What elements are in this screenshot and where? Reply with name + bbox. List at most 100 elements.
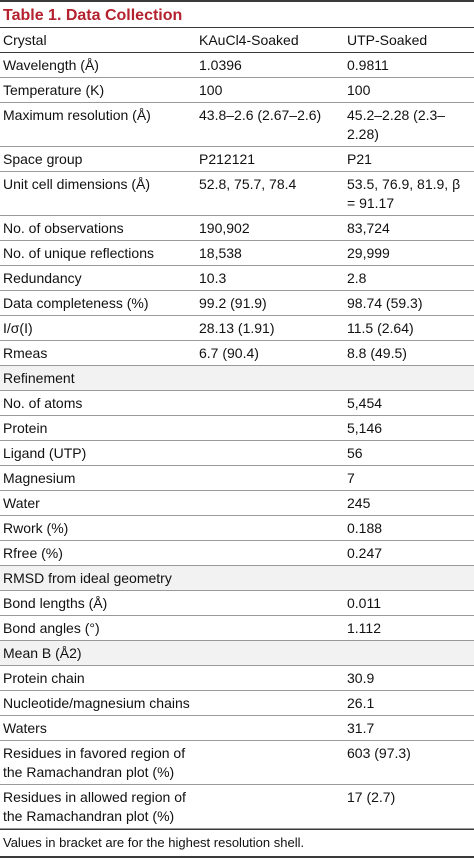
table-row: No. of observations 190,902 83,724 [0,215,474,241]
table-cell: 45.2–2.28 (2.3–2.28) [344,102,474,147]
table-cell: No. of observations [0,215,196,241]
table-cell: 0.011 [344,590,474,616]
table-row: Residues in allowed region of the Ramach… [0,784,474,829]
table-cell: 0.188 [344,515,474,541]
table-row: Protein 5,146 [0,415,474,441]
table-cell: 83,724 [344,215,474,241]
table-cell: 17 (2.7) [344,784,474,829]
table-cell: 56 [344,440,474,466]
table-cell: KAuCl4-Soaked [196,28,344,53]
table-cell: I/σ(I) [0,315,196,341]
section-heading-row: RMSD from ideal geometry [0,565,474,591]
table-cell [196,615,344,641]
table-title: Table 1. Data Collection [0,0,474,28]
table-cell: 11.5 (2.64) [344,315,474,341]
table-row: Bond angles (°) 1.112 [0,615,474,641]
table-cell: Mean B (Å2) [0,640,474,666]
table-row: Maximum resolution (Å) 43.8–2.6 (2.67–2.6… [0,102,474,147]
table-row: Bond lengths (Å) 0.011 [0,590,474,616]
table-cell: Nucleotide/magnesium chains [0,690,196,716]
table-cell [196,715,344,741]
table-cell [196,590,344,616]
table-row: I/σ(I) 28.13 (1.91) 11.5 (2.64) [0,315,474,341]
table-cell: No. of atoms [0,390,196,416]
table-cell: 10.3 [196,265,344,291]
table-cell [196,390,344,416]
table-cell [196,540,344,566]
section-heading-row: Refinement [0,365,474,391]
table-cell [196,665,344,691]
table-cell: Unit cell dimensions (Å) [0,171,196,216]
table-cell: 190,902 [196,215,344,241]
table-cell: 43.8–2.6 (2.67–2.6) [196,102,344,147]
table-cell [196,490,344,516]
table-cell [196,784,344,829]
table-cell: 99.2 (91.9) [196,290,344,316]
table-cell: Space group [0,146,196,172]
table-cell [196,515,344,541]
table-cell [196,690,344,716]
table-cell: 603 (97.3) [344,740,474,785]
table-row: Nucleotide/magnesium chains 26.1 [0,690,474,716]
table-cell: UTP-Soaked [344,28,474,53]
table-cell: 52.8, 75.7, 78.4 [196,171,344,216]
table-cell: Ligand (UTP) [0,440,196,466]
table-cell: 28.13 (1.91) [196,315,344,341]
table-cell: Protein chain [0,665,196,691]
table-cell: Wavelength (Å) [0,52,196,78]
table-cell: 31.7 [344,715,474,741]
table-row: Rfree (%) 0.247 [0,540,474,566]
table-cell: Maximum resolution (Å) [0,102,196,147]
table-row: Magnesium 7 [0,465,474,491]
table-cell: Refinement [0,365,474,391]
table-cell: 5,454 [344,390,474,416]
table-cell: 53.5, 76.9, 81.9, β = 91.17 [344,171,474,216]
table-row: No. of unique reflections 18,538 29,999 [0,240,474,266]
table-row: No. of atoms 5,454 [0,390,474,416]
table-cell: Redundancy [0,265,196,291]
table-cell: Crystal [0,28,196,53]
data-collection-table: Crystal KAuCl4-Soaked UTP-Soaked Wavelength… [0,28,474,829]
table-cell [196,415,344,441]
table-cell: Waters [0,715,196,741]
table-cell: RMSD from ideal geometry [0,565,474,591]
table-row: Redundancy 10.3 2.8 [0,265,474,291]
table-row: Waters 31.7 [0,715,474,741]
table-cell: Water [0,490,196,516]
table-cell: Rwork (%) [0,515,196,541]
table-cell: 0.9811 [344,52,474,78]
table-cell: Temperature (K) [0,77,196,103]
table-cell: 5,146 [344,415,474,441]
table-cell: 6.7 (90.4) [196,340,344,366]
table-cell [196,465,344,491]
table-cell: No. of unique reflections [0,240,196,266]
table-cell: 1.112 [344,615,474,641]
table-cell: Rfree (%) [0,540,196,566]
table-cell: Bond angles (°) [0,615,196,641]
table-cell: 1.0396 [196,52,344,78]
table-row: Protein chain 30.9 [0,665,474,691]
table-row: Temperature (K) 100 100 [0,77,474,103]
table-cell [196,440,344,466]
table-cell: 245 [344,490,474,516]
table-cell: 7 [344,465,474,491]
table-row: Rmeas 6.7 (90.4) 8.8 (49.5) [0,340,474,366]
table-row: Space group P212121 P21 [0,146,474,172]
table-row: Data completeness (%) 99.2 (91.9) 98.74 (5… [0,290,474,316]
table-cell: 30.9 [344,665,474,691]
table-row: Water 245 [0,490,474,516]
table-cell: Protein [0,415,196,441]
table-row: Wavelength (Å) 1.0396 0.9811 [0,52,474,78]
table-footnote: Values in bracket are for the highest re… [0,829,474,858]
table-cell: 98.74 (59.3) [344,290,474,316]
table-cell: 100 [196,77,344,103]
table-row: Residues in favored region of the Ramach… [0,740,474,785]
table-cell: 8.8 (49.5) [344,340,474,366]
table-cell: 18,538 [196,240,344,266]
table-cell: Bond lengths (Å) [0,590,196,616]
table-row: Ligand (UTP) 56 [0,440,474,466]
table-cell: Data completeness (%) [0,290,196,316]
table-cell: 29,999 [344,240,474,266]
table-cell [196,740,344,785]
